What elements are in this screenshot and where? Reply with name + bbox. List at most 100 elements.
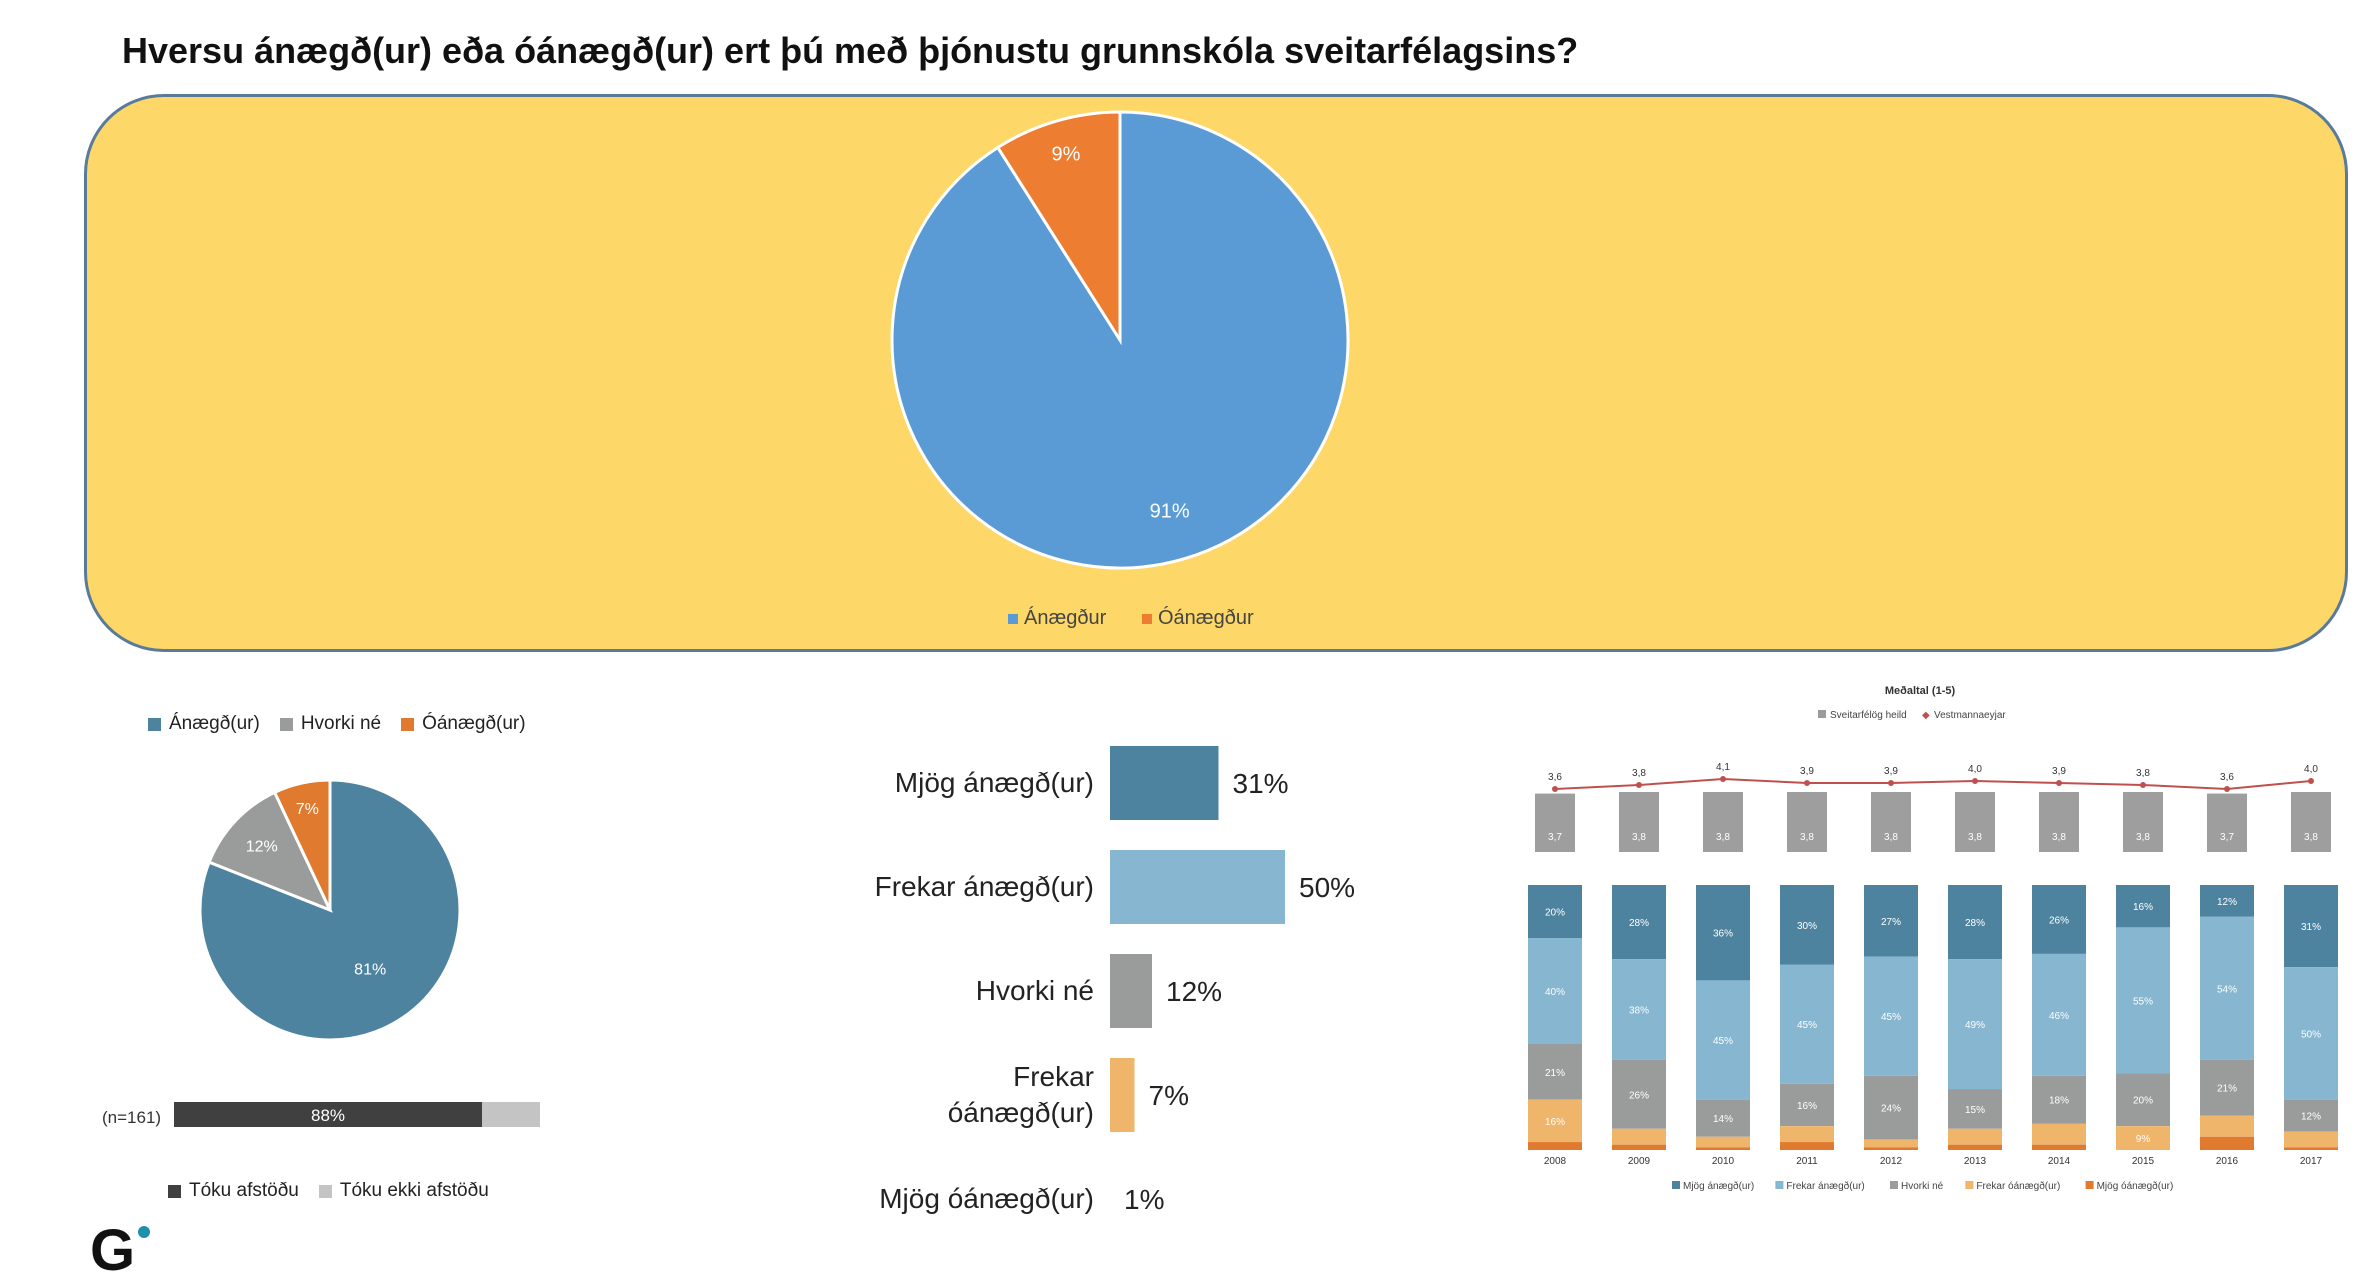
legend-swatch: [401, 717, 415, 731]
year-label: 2014: [2048, 1156, 2071, 1167]
legend-label: Hvorki né: [300, 713, 382, 734]
stacked-segment: [2032, 953, 2086, 1076]
pie-slice-label: 81%: [354, 961, 386, 978]
trend-point: [1804, 780, 1810, 786]
distribution-bar: [1110, 1058, 1135, 1132]
legend-label: Frekar ánægð(ur): [1786, 1180, 1864, 1192]
trend-label: 3,8: [1632, 768, 1646, 779]
pie-slice-label: 12%: [246, 838, 278, 855]
trend-point: [2140, 782, 2146, 788]
segment-label: 54%: [2217, 984, 2237, 995]
stacked-segment: [1612, 1128, 1666, 1145]
stacked-segment: [1696, 1136, 1750, 1148]
legend-swatch: [1672, 1181, 1680, 1189]
legend-marker: ◆: [1922, 710, 1930, 721]
stacked-segment: [1696, 1099, 1750, 1137]
legend-label: Tóku ekki afstöðu: [339, 1180, 489, 1201]
average-bar-label: 3,8: [1716, 832, 1730, 843]
segment-label: 16%: [1545, 1117, 1565, 1128]
segment-label: 20%: [2133, 1096, 2153, 1107]
stacked-segment: [1948, 959, 2002, 1090]
segment-label: 9%: [2136, 1134, 2151, 1145]
stacked-segment: [1864, 1147, 1918, 1150]
segment-label: 16%: [1797, 1101, 1817, 1112]
year-label: 2013: [1964, 1156, 1987, 1167]
distribution-bar: [1110, 954, 1152, 1028]
stacked-segment: [2200, 885, 2254, 917]
stacked-segment: [2284, 1131, 2338, 1148]
stacked-segment: [2200, 1059, 2254, 1116]
legend-label: Óánægður: [1158, 606, 1254, 629]
pie-slice-label: 9%: [1051, 144, 1080, 166]
page-title: Hversu ánægð(ur) eða óánægð(ur) ert þú m…: [122, 30, 1579, 71]
average-bar: [1619, 792, 1659, 852]
segment-label: 12%: [2217, 897, 2237, 908]
small-pie-legend: Ánægð(ur) Hvorki né Óánægð(ur): [148, 713, 526, 735]
stacked-segment: [1696, 1147, 1750, 1150]
pie-slice-label: 91%: [1150, 500, 1190, 522]
trend-point: [1888, 780, 1894, 786]
pie-slice: [995, 110, 1122, 346]
average-bar: [2123, 792, 2163, 852]
logo: G: [90, 1218, 136, 1283]
legend-label: Óánægð(ur): [422, 713, 526, 734]
stacked-segment: [2032, 1144, 2086, 1150]
stacked-segment: [2116, 927, 2170, 1074]
stacked-segment: [1780, 1142, 1834, 1150]
legend-label: Ánægður: [1024, 606, 1107, 629]
trend-point: [1552, 786, 1558, 792]
segment-label: 16%: [2133, 902, 2153, 913]
stacked-segment: [1528, 1099, 1582, 1143]
stacked-segment: [1864, 885, 1918, 957]
stacked-segment: [2284, 885, 2338, 968]
average-bar: [1787, 792, 1827, 852]
trend-point: [2308, 778, 2314, 784]
pie-slice: [272, 778, 332, 911]
stacked-segment: [2032, 1123, 2086, 1145]
trend-label: 4,0: [2304, 764, 2318, 775]
response-bar-notook: [482, 1102, 540, 1127]
distribution-bar: [1110, 850, 1285, 924]
year-label: 2008: [1544, 1156, 1567, 1167]
stacked-segment: [1528, 1142, 1582, 1150]
average-bar-label: 3,7: [2220, 832, 2234, 843]
segment-label: 45%: [1713, 1036, 1733, 1047]
category-label: Mjög ánægð(ur): [895, 767, 1094, 798]
legend-label: Frekar óánægð(ur): [1976, 1180, 2060, 1192]
stacked-segment: [2200, 1115, 2254, 1137]
small-pie-chart: 81% 12% 7%: [198, 778, 462, 1042]
trend-label: 3,9: [2052, 766, 2066, 777]
segment-label: 36%: [1713, 929, 1733, 940]
segment-label: 18%: [2049, 1096, 2069, 1107]
stacked-segment: [2032, 885, 2086, 954]
value-label: 50%: [1299, 872, 1355, 903]
segment-label: 26%: [1629, 1090, 1649, 1101]
sample-size: (n=161): [102, 1108, 162, 1127]
stacked-segment: [1780, 1126, 1834, 1143]
stacked-segment: [1948, 1128, 2002, 1145]
stacked-segment: [1948, 1089, 2002, 1129]
year-label: 2015: [2132, 1156, 2155, 1167]
stacked-segment: [1948, 1144, 2002, 1150]
trend-label: 3,8: [2136, 768, 2150, 779]
year-label: 2009: [1628, 1156, 1651, 1167]
trend-label: 3,9: [1800, 766, 1814, 777]
average-bar: [1871, 792, 1911, 852]
legend-label: Vestmannaeyjar: [1934, 710, 2006, 721]
value-label: 7%: [1149, 1080, 1189, 1111]
stacked-segment: [1612, 959, 1666, 1060]
logo-dot: [138, 1226, 150, 1238]
stacked-segment: [2116, 1126, 2170, 1150]
stacked-segment: [1528, 938, 1582, 1044]
trend-point: [1636, 782, 1642, 788]
segment-label: 15%: [1965, 1105, 1985, 1116]
trend-point: [2056, 780, 2062, 786]
stacked-segment: [1864, 1139, 1918, 1148]
pie-slice-label: 7%: [296, 801, 319, 818]
stacked-segment: [1612, 1059, 1666, 1129]
segment-label: 26%: [2049, 915, 2069, 926]
segment-label: 49%: [1965, 1020, 1985, 1031]
legend-label: Mjög óánægð(ur): [2097, 1180, 2174, 1192]
average-bar-label: 3,7: [1548, 832, 1562, 843]
average-bar-label: 3,8: [1632, 832, 1646, 843]
